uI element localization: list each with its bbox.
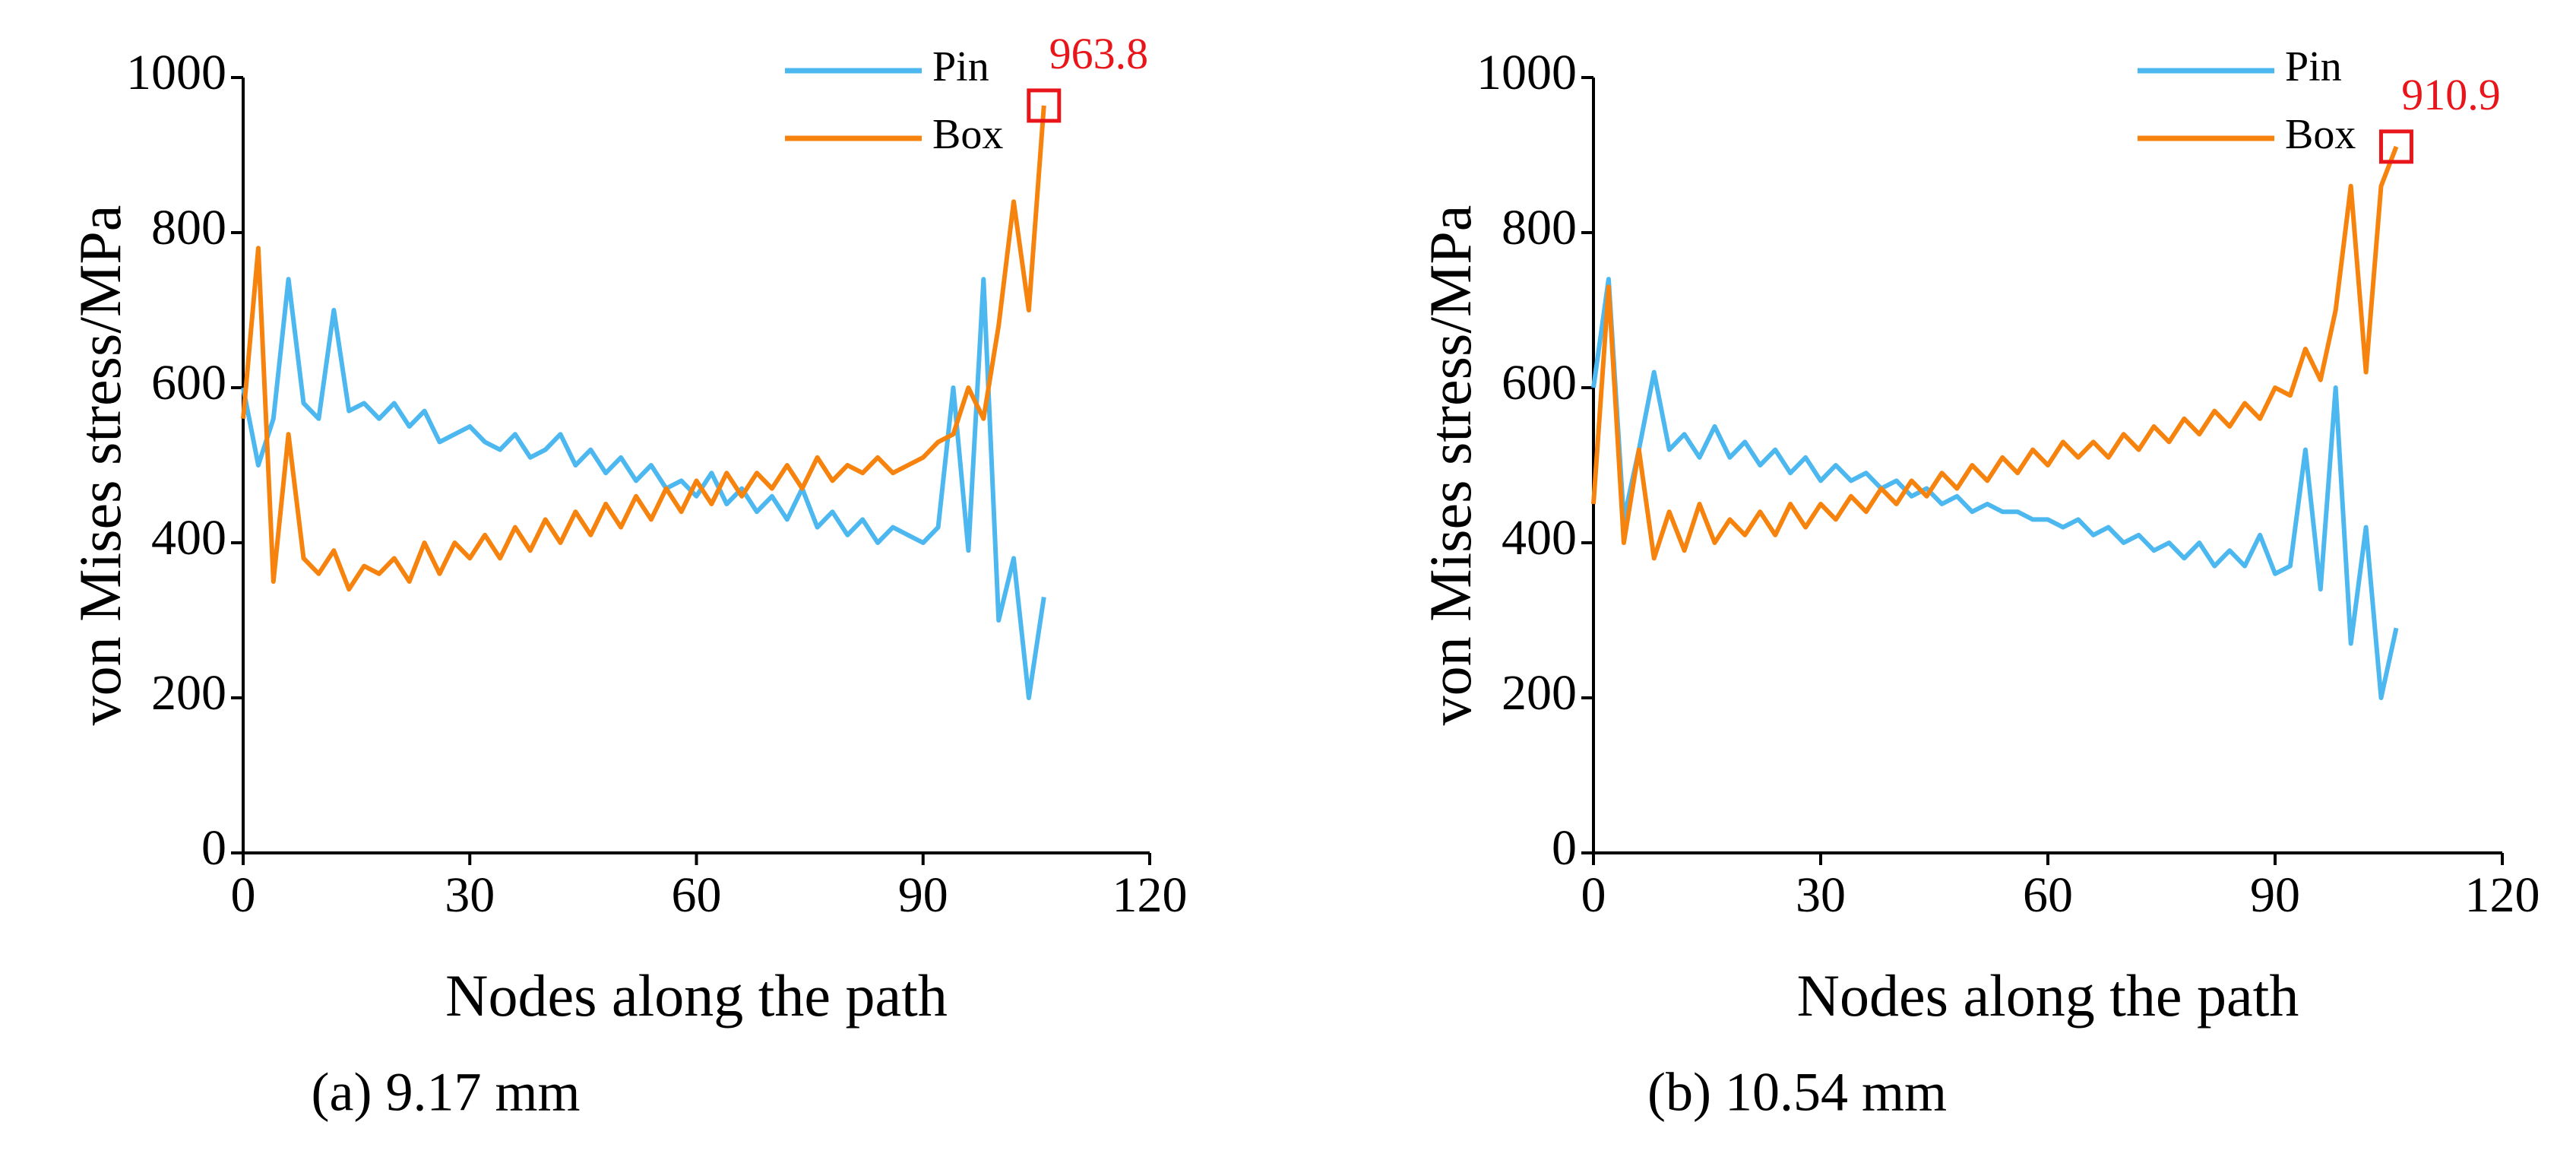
y-axis-title: von Mises stress/MPa <box>1417 205 1483 726</box>
y-tick-label: 400 <box>1502 510 1577 566</box>
y-tick-label: 200 <box>151 665 226 721</box>
x-tick-label: 90 <box>898 867 948 923</box>
series-line <box>1591 277 2399 700</box>
annotation-label: 910.9 <box>2401 70 2501 119</box>
y-tick-label: 600 <box>1502 355 1577 410</box>
x-tick-label: 30 <box>445 867 495 923</box>
y-tick-label: 400 <box>151 510 226 566</box>
chart-panel: 0 200 400 600 800 1000 0 30 60 90 120 Nodes along t… <box>1417 43 2540 1123</box>
caption: (a) 9.17 mm <box>312 1062 581 1123</box>
y-axis-title: von Mises stress/MPa <box>67 205 133 726</box>
x-axis-title: Nodes along the path <box>445 962 948 1029</box>
legend-label: Pin <box>2285 43 2342 90</box>
y-tick-label: 800 <box>151 200 226 255</box>
legend-label: Box <box>2285 111 2356 158</box>
series-line <box>241 105 1046 592</box>
y-tick-label: 1000 <box>126 45 226 100</box>
x-tick-label: 30 <box>1796 867 1846 923</box>
y-tick-label: 0 <box>201 820 226 876</box>
y-tick-label: 0 <box>1552 820 1577 876</box>
y-tick-label: 800 <box>1502 200 1577 255</box>
x-tick-label: 60 <box>672 867 722 923</box>
x-tick-label: 60 <box>2023 867 2073 923</box>
y-tick-label: 200 <box>1502 665 1577 721</box>
x-tick-label: 0 <box>1581 867 1606 923</box>
x-tick-label: 0 <box>231 867 256 923</box>
annotation-label: 963.8 <box>1049 29 1149 78</box>
series-line <box>1591 145 2399 561</box>
y-tick-label: 1000 <box>1476 45 1577 100</box>
x-tick-label: 90 <box>2250 867 2300 923</box>
series-line <box>241 277 1046 700</box>
x-tick-label: 120 <box>2465 867 2540 923</box>
caption: (b) 10.54 mm <box>1647 1062 1947 1123</box>
annotation-marker <box>2378 129 2413 164</box>
legend-label: Pin <box>932 43 989 90</box>
legend-label: Box <box>932 111 1003 158</box>
chart-panel: 0 200 400 600 800 1000 0 30 60 90 120 Nodes along t… <box>67 29 1188 1122</box>
annotation-marker <box>1027 88 1062 123</box>
x-axis-title: Nodes along the path <box>1797 962 2299 1029</box>
y-tick-label: 600 <box>151 355 226 410</box>
x-tick-label: 120 <box>1112 867 1188 923</box>
